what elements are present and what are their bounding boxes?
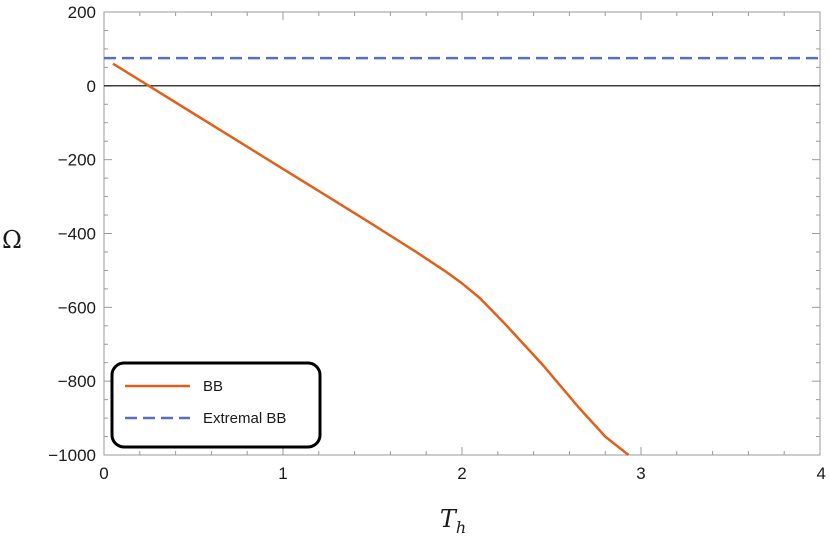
- major-ticks: [103, 11, 821, 456]
- y-tick-label: −1000: [48, 446, 96, 465]
- y-tick-label: −400: [58, 225, 96, 244]
- y-tick-label: 0: [87, 77, 96, 96]
- legend-label-extremal-bb: Extremal BB: [203, 410, 286, 427]
- x-tick-label: 3: [636, 464, 645, 483]
- x-axis-label-subscript: h: [456, 518, 466, 537]
- tick-labels: 0 1 2 3 4 200 0 −200 −400 −600 −800 −1000: [48, 3, 826, 483]
- y-tick-label: 200: [68, 3, 96, 22]
- x-axis-label: Th: [440, 505, 466, 537]
- y-tick-label: −600: [58, 298, 96, 317]
- y-tick-label: −200: [58, 151, 96, 170]
- legend-box: [110, 361, 322, 449]
- legend: BB Extremal BB: [110, 361, 322, 449]
- x-tick-label: 0: [99, 464, 108, 483]
- series-group: [104, 56, 820, 456]
- x-tick-label: 1: [278, 464, 287, 483]
- y-axis-label: Ω: [2, 226, 22, 254]
- series-line-bb: [112, 62, 630, 456]
- minor-ticks: [104, 12, 820, 455]
- x-tick-label: 2: [457, 464, 466, 483]
- x-tick-label: 4: [817, 464, 826, 483]
- legend-label-bb: BB: [203, 378, 223, 395]
- y-tick-label: −800: [58, 372, 96, 391]
